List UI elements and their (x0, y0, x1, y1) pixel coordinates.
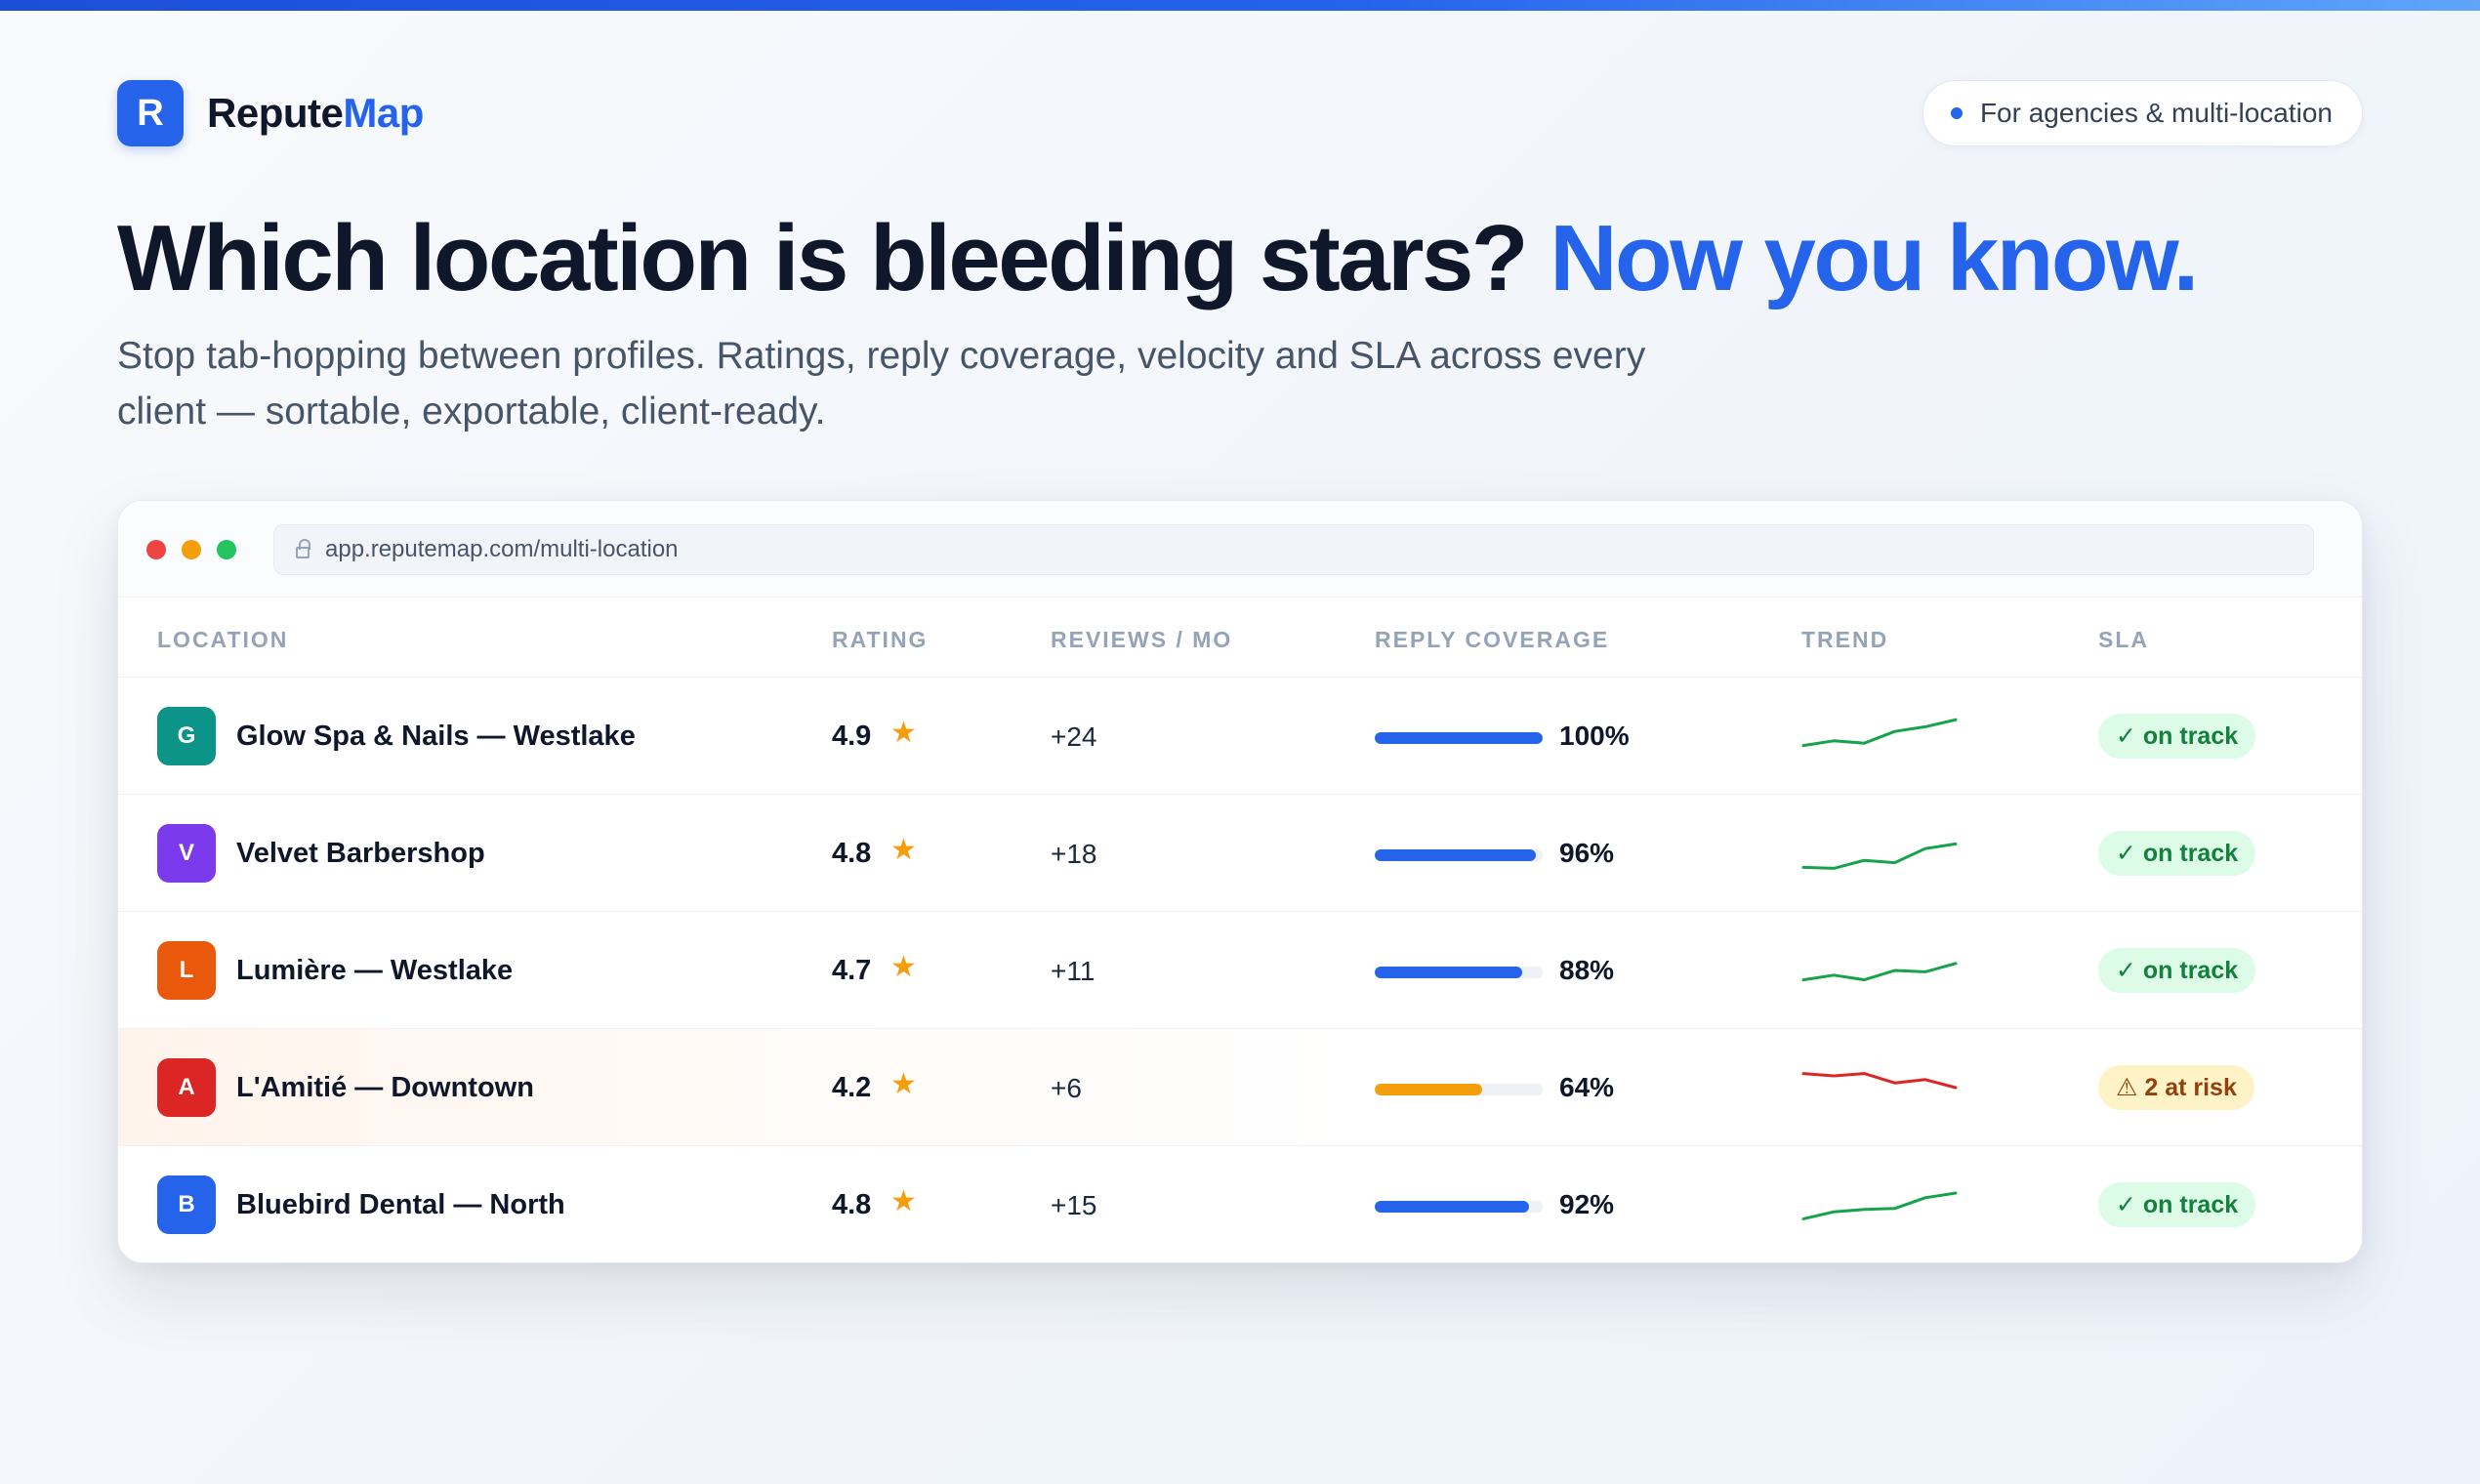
hero-subhead: Stop tab-hopping between profiles. Ratin… (117, 335, 1646, 433)
star-icon: ★ (890, 717, 917, 749)
close-window-dot[interactable] (146, 540, 166, 559)
rating-value: 4.8 (832, 838, 872, 869)
column-header-trend[interactable]: TREND (1801, 627, 1889, 652)
sla-badge: ✓ on track (2098, 714, 2256, 759)
reviews-per-month: +15 (1051, 1190, 1097, 1220)
sla-badge: ✓ on track (2098, 1182, 2256, 1227)
dot-icon (1950, 107, 1963, 119)
trend-line (1801, 842, 1958, 870)
audience-pill: For agencies & multi-location (1922, 80, 2363, 146)
coverage-percent: 96% (1559, 838, 1615, 868)
brand-logo[interactable]: R ReputeMap (117, 80, 424, 146)
coverage-percent: 100% (1559, 721, 1630, 751)
address-bar[interactable]: app.reputemap.com/multi-location (273, 524, 2314, 575)
star-icon: ★ (890, 1185, 917, 1217)
column-header-rating[interactable]: RATING (832, 627, 929, 652)
site-header: R ReputeMap For agencies & multi-locatio… (117, 80, 2363, 146)
table-row[interactable]: G Glow Spa & Nails — Westlake 4.9 ★ +24 100% ✓… (118, 678, 2362, 795)
brand-name-accent: Map (343, 90, 424, 136)
trend-line (1801, 718, 1958, 748)
coverage-bar (1375, 1201, 1543, 1213)
trend-sparkline (1801, 1072, 1958, 1090)
trend-line (1801, 962, 1958, 982)
table-row[interactable]: V Velvet Barbershop 4.8 ★ +18 96% ✓ on track (118, 795, 2362, 912)
location-name[interactable]: Velvet Barbershop (236, 838, 485, 869)
trend-sparkline (1801, 962, 1958, 982)
table-row[interactable]: L Lumière — Westlake 4.7 ★ +11 88% ✓ on track (118, 912, 2362, 1029)
location-avatar: G (157, 707, 216, 765)
reviews-per-month: +24 (1051, 721, 1097, 752)
reviews-per-month: +6 (1051, 1073, 1082, 1103)
column-header-coverage[interactable]: REPLY COVERAGE (1375, 627, 1610, 652)
trend-sparkline (1801, 842, 1958, 870)
star-icon: ★ (890, 834, 917, 866)
maximize-window-dot[interactable] (217, 540, 236, 559)
coverage-bar-fill (1375, 1084, 1483, 1095)
coverage-percent: 88% (1559, 955, 1615, 985)
coverage-bar (1375, 732, 1543, 744)
sla-badge: ✓ on track (2098, 948, 2256, 993)
location-name[interactable]: Lumière — Westlake (236, 955, 514, 986)
logo-mark-icon: R (117, 80, 184, 146)
reviews-per-month: +18 (1051, 839, 1097, 869)
table-row[interactable]: B Bluebird Dental — North 4.8 ★ +15 92% ✓ on t… (118, 1146, 2362, 1262)
location-avatar: L (157, 941, 216, 1000)
brand-name: ReputeMap (207, 90, 424, 137)
star-icon: ★ (890, 1068, 917, 1100)
coverage-bar (1375, 1084, 1543, 1095)
browser-chrome: app.reputemap.com/multi-location (118, 501, 2362, 598)
star-icon: ★ (890, 951, 917, 983)
coverage-bar-fill (1375, 849, 1537, 861)
rating-value: 4.9 (832, 721, 872, 752)
brand-name-primary: Repute (207, 90, 344, 136)
reviews-per-month: +11 (1051, 956, 1095, 986)
headline-question: Which location is bleeding stars? (117, 206, 1529, 310)
audience-pill-label: For agencies & multi-location (1979, 98, 2333, 128)
coverage-bar-fill (1375, 732, 1543, 744)
hero-headline: Which location is bleeding stars? Now yo… (117, 206, 2199, 310)
location-name[interactable]: Bluebird Dental — North (236, 1189, 565, 1220)
trend-line (1801, 1072, 1958, 1090)
sla-badge: ⚠ 2 at risk (2098, 1065, 2254, 1110)
column-header-reviews[interactable]: REVIEWS / MO (1051, 627, 1233, 652)
location-avatar: B (157, 1175, 216, 1234)
coverage-bar (1375, 967, 1543, 978)
lock-icon (296, 539, 310, 558)
coverage-bar (1375, 849, 1543, 861)
rating-value: 4.8 (832, 1189, 872, 1220)
rating-value: 4.7 (832, 955, 872, 986)
trend-sparkline (1801, 1191, 1958, 1220)
location-name[interactable]: Glow Spa & Nails — Westlake (236, 721, 636, 752)
coverage-bar-fill (1375, 1201, 1530, 1213)
minimize-window-dot[interactable] (182, 540, 201, 559)
table-row[interactable]: A L'Amitié — Downtown 4.2 ★ +6 64% ⚠ 2 at risk (118, 1029, 2362, 1146)
headline-answer: Now you know. (1550, 206, 2199, 310)
trend-line (1801, 1191, 1958, 1220)
rating-value: 4.2 (832, 1072, 872, 1103)
sla-badge: ✓ on track (2098, 831, 2256, 876)
address-bar-url: app.reputemap.com/multi-location (325, 536, 679, 562)
coverage-percent: 64% (1559, 1072, 1615, 1102)
column-header-location[interactable]: LOCATION (157, 627, 289, 652)
coverage-bar-fill (1375, 967, 1523, 978)
app-window: app.reputemap.com/multi-location LOCATIO… (117, 500, 2363, 1263)
table-header: LOCATION RATING REVIEWS / MO REPLY COVER… (118, 598, 2362, 678)
location-name[interactable]: L'Amitié — Downtown (236, 1072, 534, 1103)
coverage-percent: 92% (1559, 1189, 1615, 1219)
trend-sparkline (1801, 718, 1958, 748)
location-avatar: V (157, 824, 216, 883)
location-avatar: A (157, 1058, 216, 1117)
top-accent-bar (0, 0, 2480, 11)
column-header-sla[interactable]: SLA (2098, 627, 2149, 652)
